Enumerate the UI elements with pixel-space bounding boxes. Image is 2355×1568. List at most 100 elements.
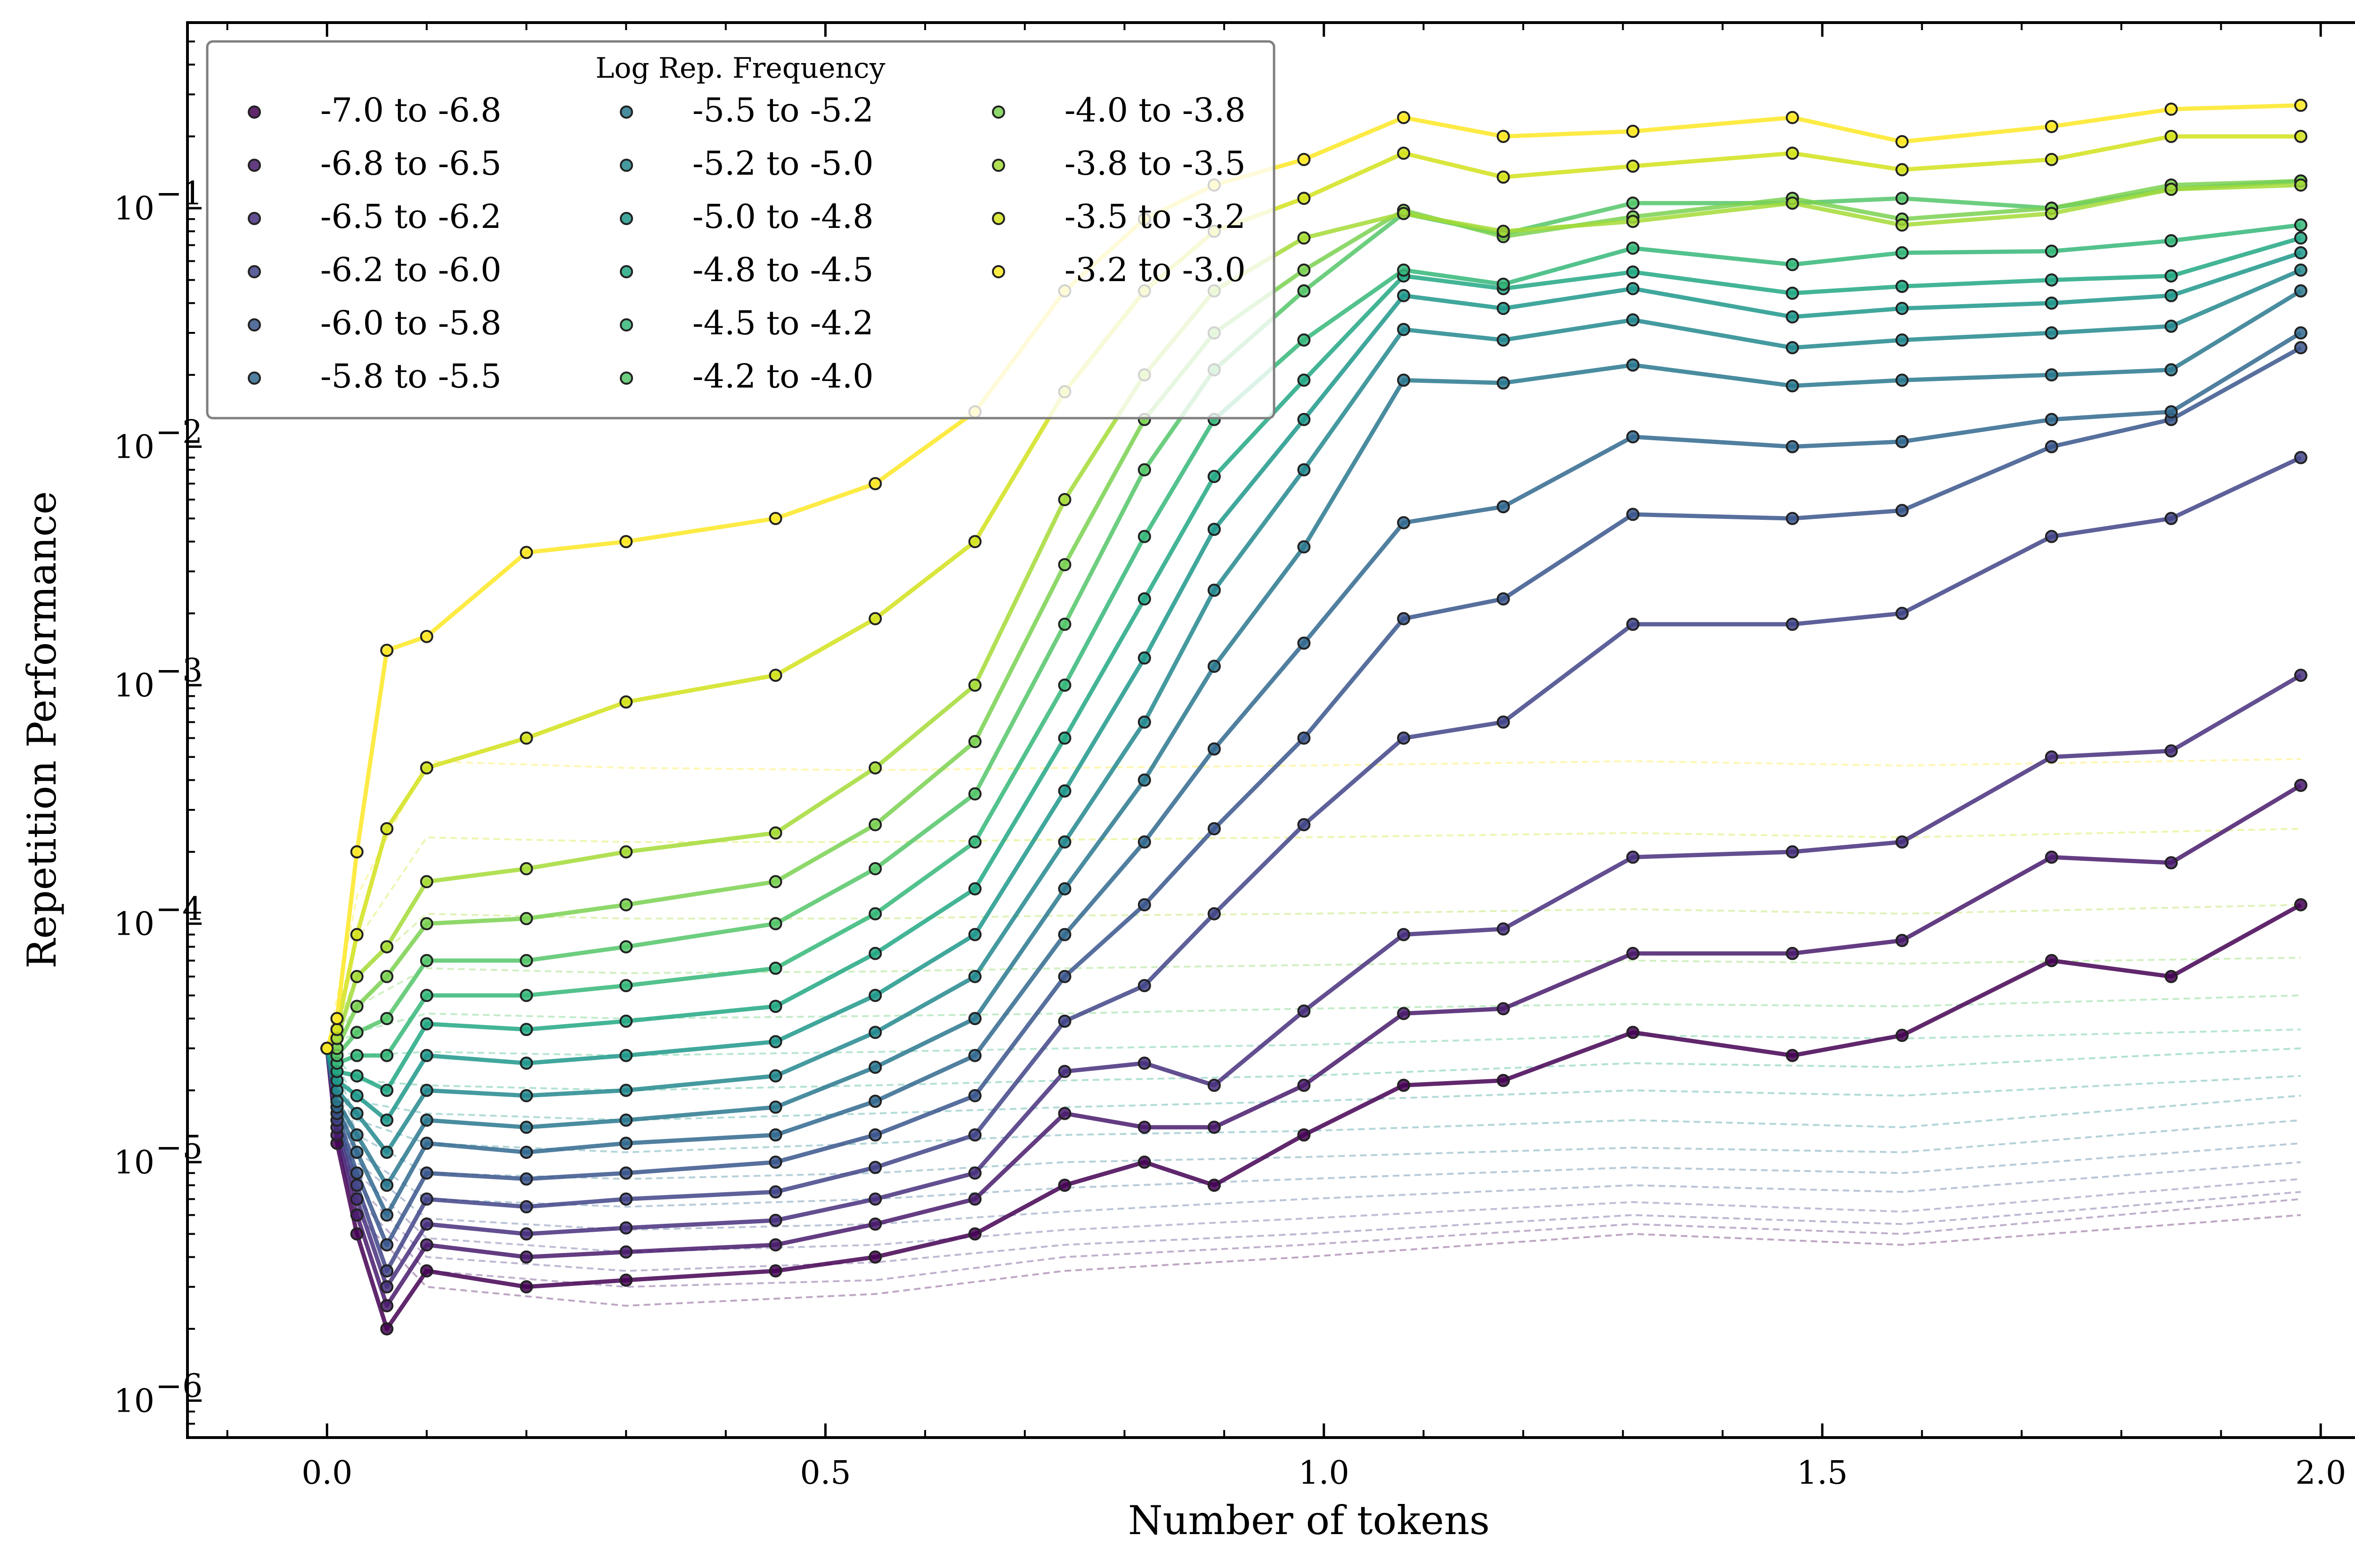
series-point-11-7	[769, 917, 782, 930]
series-point-7-8	[869, 1026, 882, 1039]
series-point-13-18	[1895, 218, 1909, 232]
series-point-8-7	[769, 1035, 782, 1049]
series-point-14-6	[619, 695, 633, 709]
series-point-3-12	[1207, 907, 1221, 921]
y-tick-label: 10	[114, 1383, 154, 1420]
series-point-0-21	[2294, 898, 2307, 912]
series-point-1-18	[1895, 934, 1909, 947]
series-point-11-5	[520, 954, 533, 967]
series-point-6-2	[350, 1128, 364, 1142]
series-line-8	[325, 251, 2302, 1123]
series-point-8-4	[420, 1049, 433, 1062]
baseline-line-12	[326, 956, 2301, 1049]
series-point-9-7	[769, 1000, 782, 1013]
series-point-15-20	[2164, 102, 2178, 116]
series-point-6-3	[380, 1179, 394, 1192]
series-line-13	[325, 183, 2301, 1050]
series-point-4-16	[1626, 508, 1640, 521]
series-point-1-11	[1137, 1121, 1151, 1134]
series-point-3-3	[380, 1264, 394, 1277]
series-point-9-4	[420, 1017, 433, 1031]
legend-label: -4.8 to -4.5	[692, 251, 874, 289]
series-point-15-16	[1626, 124, 1640, 138]
series-line-1	[325, 784, 2302, 1308]
series-line-9	[325, 236, 2302, 1093]
series-point-1-21	[2294, 778, 2307, 792]
series-point-5-5	[520, 1146, 533, 1159]
series-point-14-9	[968, 535, 982, 549]
series-point-3-4	[420, 1192, 433, 1206]
series-point-3-21	[2294, 451, 2307, 464]
series-point-9-2	[350, 1069, 364, 1083]
series-line-10	[325, 223, 2301, 1066]
series-point-7-11	[1137, 715, 1151, 729]
series-point-9-5	[520, 1023, 533, 1036]
series-point-0-9	[968, 1227, 982, 1241]
series-point-9-6	[619, 1014, 633, 1028]
legend-label: -3.2 to -3.0	[1064, 251, 1246, 289]
series-point-4-11	[1137, 898, 1151, 912]
series-point-10-21	[2294, 218, 2307, 232]
series-point-8-14	[1397, 289, 1411, 302]
series-point-9-16	[1626, 265, 1640, 279]
series-point-7-17	[1786, 341, 1799, 355]
x-tick-label: 2.0	[2295, 1455, 2346, 1492]
series-point-8-15	[1496, 302, 1510, 315]
series-point-4-4	[420, 1166, 433, 1180]
series-point-8-6	[619, 1049, 633, 1062]
series-point-12-2	[350, 1000, 364, 1013]
series-point-3-9	[968, 1128, 982, 1142]
series-line-0	[325, 903, 2302, 1331]
legend-label: -5.0 to -4.8	[692, 197, 874, 236]
series-point-5-17	[1786, 440, 1799, 453]
series-point-6-18	[1895, 373, 1909, 387]
series-point-6-19	[2045, 368, 2058, 382]
series-point-11-4	[420, 954, 433, 967]
series-point-5-10	[1058, 928, 1072, 941]
series-point-8-10	[1058, 784, 1072, 798]
baseline-line-2	[326, 1048, 2301, 1272]
series-point-14-8	[869, 612, 882, 625]
series-point-2-3	[380, 1280, 394, 1293]
legend-marker	[620, 265, 633, 278]
series-point-3-6	[619, 1192, 633, 1206]
series-point-1-5	[520, 1250, 533, 1264]
series-point-12-13	[1297, 263, 1311, 277]
series-point-14-15	[1496, 170, 1510, 184]
series-point-8-16	[1626, 282, 1640, 295]
legend-marker	[992, 265, 1005, 278]
series-point-8-18	[1895, 302, 1909, 315]
series-point-15-3	[380, 644, 394, 657]
series-point-9-9	[968, 882, 982, 896]
series-point-2-19	[2045, 750, 2058, 764]
y-axis-label: Repetition Performance	[19, 491, 65, 969]
legend-marker	[992, 105, 1005, 119]
series-point-8-9	[968, 928, 982, 941]
series-point-5-8	[869, 1094, 882, 1108]
series-point-0-8	[869, 1250, 882, 1264]
series-point-6-8	[869, 1060, 882, 1074]
series-point-6-17	[1786, 379, 1799, 393]
series-point-10-20	[2164, 234, 2178, 248]
legend-marker	[248, 105, 261, 119]
series-point-4-9	[968, 1089, 982, 1102]
series-point-15-21	[2294, 98, 2307, 112]
series-point-4-10	[1058, 970, 1072, 983]
series-point-10-8	[869, 907, 882, 921]
series-point-4-5	[520, 1172, 533, 1186]
series-point-4-13	[1297, 731, 1311, 745]
y-tick-exponent: −3	[155, 652, 203, 689]
series-point-6-10	[1058, 882, 1072, 896]
series-point-7-6	[619, 1083, 633, 1097]
series-point-3-14	[1397, 731, 1411, 745]
series-point-10-11	[1137, 530, 1151, 543]
x-tick-label: 1.5	[1797, 1455, 1848, 1492]
series-point-4-12	[1207, 822, 1221, 835]
series-point-6-6	[619, 1113, 633, 1127]
series-point-14-1	[330, 1023, 344, 1036]
series-point-1-19	[2045, 850, 2058, 864]
x-axis: 0.0 0.5 1.0 1.5 2.0	[226, 23, 2346, 1492]
series-line-2	[325, 673, 2302, 1289]
series-point-1-13	[1297, 1078, 1311, 1092]
series-point-0-17	[1786, 1049, 1799, 1062]
